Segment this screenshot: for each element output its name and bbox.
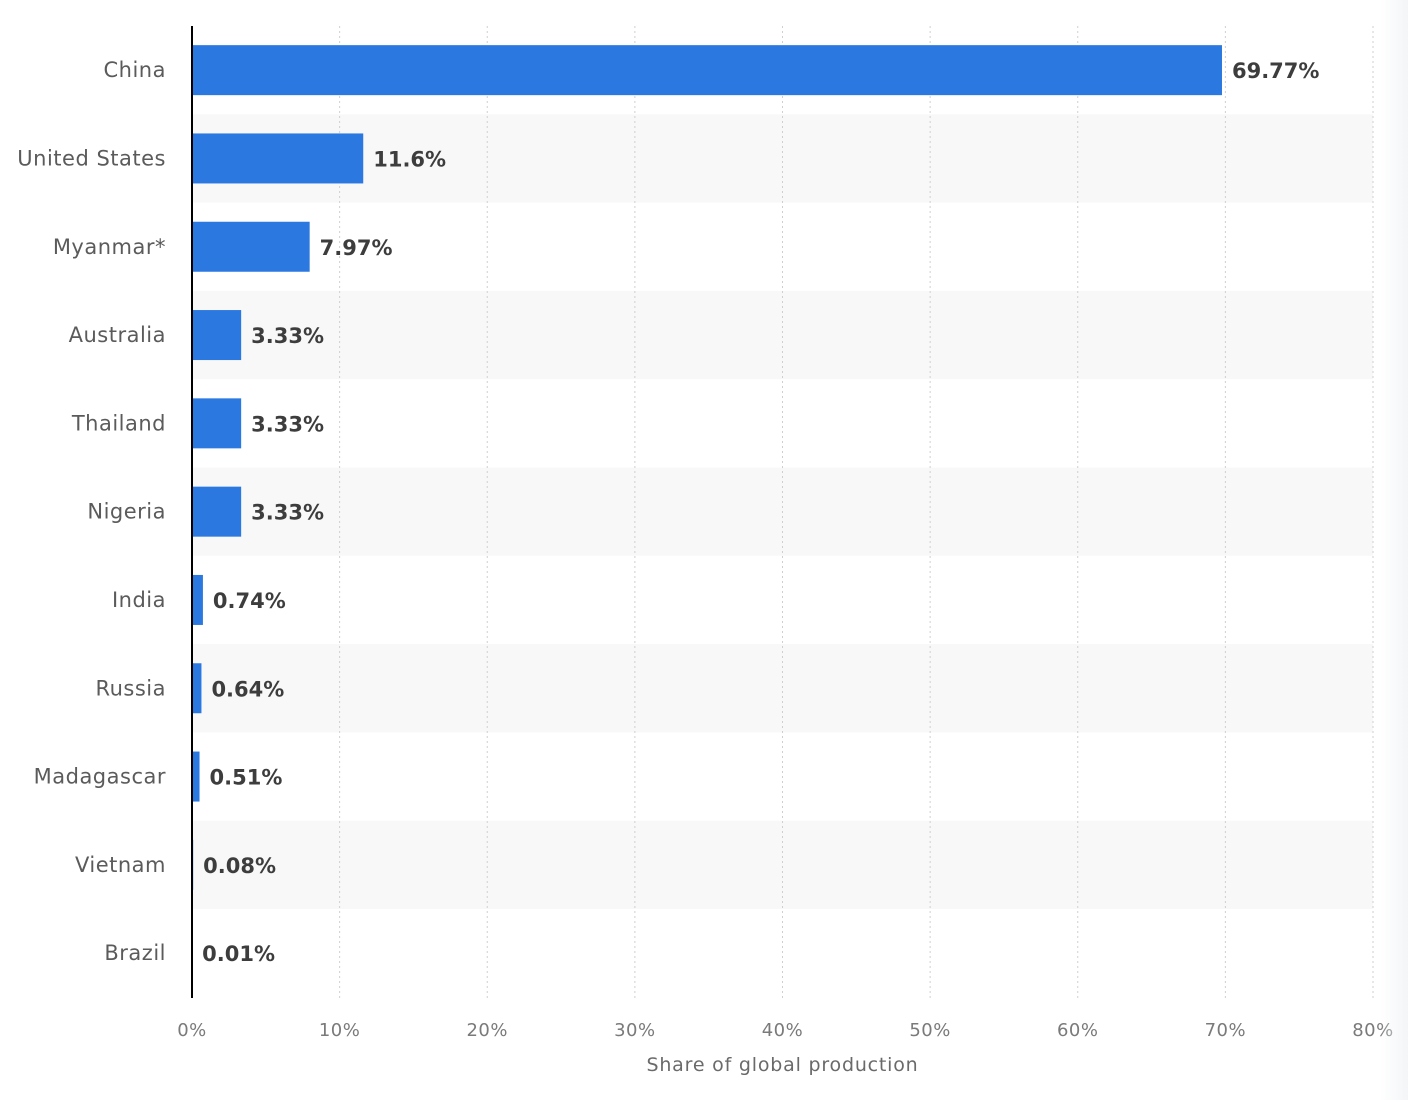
value-label: 0.74% <box>213 589 286 613</box>
grid-lines <box>339 26 1374 998</box>
value-labels: 69.77% 11.6% 7.97% 3.33% 3.33% 3.33% 0.74% 0.64… <box>202 59 1319 966</box>
x-axis-title: Share of global production <box>646 1054 918 1076</box>
value-label: 3.33% <box>251 412 324 436</box>
category-label: India <box>112 588 166 612</box>
bar <box>192 751 200 802</box>
value-label: 3.33% <box>251 324 324 348</box>
x-tick-label: 80% <box>1352 1020 1394 1041</box>
value-label: 7.97% <box>320 236 393 260</box>
row-band <box>192 290 1373 380</box>
category-label: Australia <box>69 323 166 347</box>
category-label: Madagascar <box>34 765 166 789</box>
value-label: 0.08% <box>203 854 276 878</box>
x-tick-label: 0% <box>177 1020 207 1041</box>
x-tick-labels: 0% 10% 20% 30% 40% 50% 60% 70% 80% <box>177 1020 1394 1041</box>
category-label: Russia <box>95 676 166 700</box>
bar <box>192 133 364 184</box>
bar <box>192 486 242 537</box>
bar <box>192 310 242 361</box>
value-label: 0.01% <box>202 942 275 966</box>
row-bands <box>192 114 1373 909</box>
bar <box>192 221 310 272</box>
value-label: 0.64% <box>211 677 284 701</box>
category-label: Vietnam <box>75 853 166 877</box>
bar <box>192 45 1222 96</box>
value-label: 11.6% <box>373 147 446 171</box>
category-label: Myanmar* <box>53 235 166 259</box>
category-label: Thailand <box>71 411 166 435</box>
x-tick-label: 40% <box>762 1020 804 1041</box>
x-tick-label: 60% <box>1057 1020 1099 1041</box>
bars-group <box>192 45 1222 979</box>
category-label: China <box>104 58 167 82</box>
category-label: Brazil <box>104 941 166 965</box>
bar <box>192 574 203 625</box>
value-label: 3.33% <box>251 501 324 525</box>
x-tick-label: 70% <box>1205 1020 1247 1041</box>
category-label: Nigeria <box>87 500 166 524</box>
category-label: United States <box>17 146 166 170</box>
category-labels: China United States Myanmar* Australia Thail… <box>17 58 167 965</box>
x-tick-label: 30% <box>614 1020 656 1041</box>
x-tick-label: 50% <box>909 1020 951 1041</box>
bar <box>192 663 202 714</box>
x-tick-label: 10% <box>319 1020 361 1041</box>
value-label: 0.51% <box>210 766 283 790</box>
bar <box>192 398 242 449</box>
x-tick-label: 20% <box>466 1020 508 1041</box>
value-label: 69.77% <box>1232 59 1319 83</box>
row-band <box>192 820 1373 909</box>
